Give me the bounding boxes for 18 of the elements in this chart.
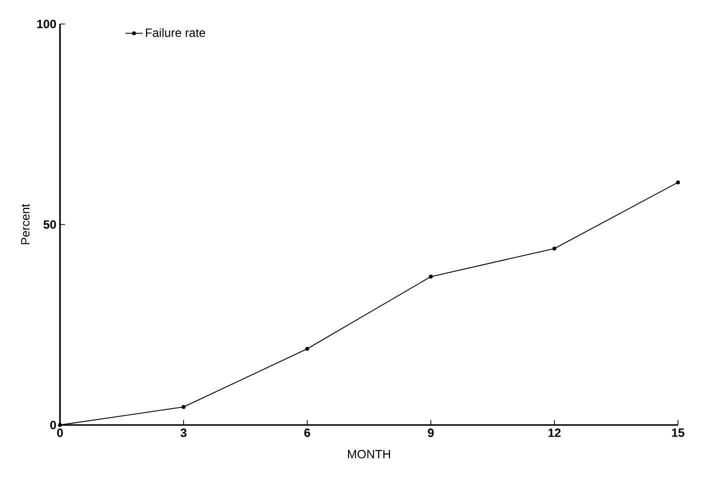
x-tick-label: 12 [548, 428, 561, 437]
point [676, 180, 680, 184]
point [552, 246, 556, 251]
x-tick-label: 0 [57, 428, 63, 438]
y-axis-title: Percent [21, 204, 30, 244]
point [305, 346, 310, 351]
point [58, 423, 62, 427]
x-axis-title: MONTH [348, 450, 390, 458]
x-tick-label: 15 [672, 428, 684, 437]
y-tick-label: 0 [50, 420, 56, 430]
x-tick-label: 6 [304, 428, 310, 438]
y-tick-label: 50 [43, 220, 56, 229]
point [428, 274, 433, 279]
x-tick-label: 3 [180, 428, 187, 438]
point [182, 405, 186, 409]
x-tick-label: 9 [428, 428, 434, 438]
y-tick-label: 100 [37, 20, 56, 28]
legend-label: Failure rate [146, 28, 206, 37]
